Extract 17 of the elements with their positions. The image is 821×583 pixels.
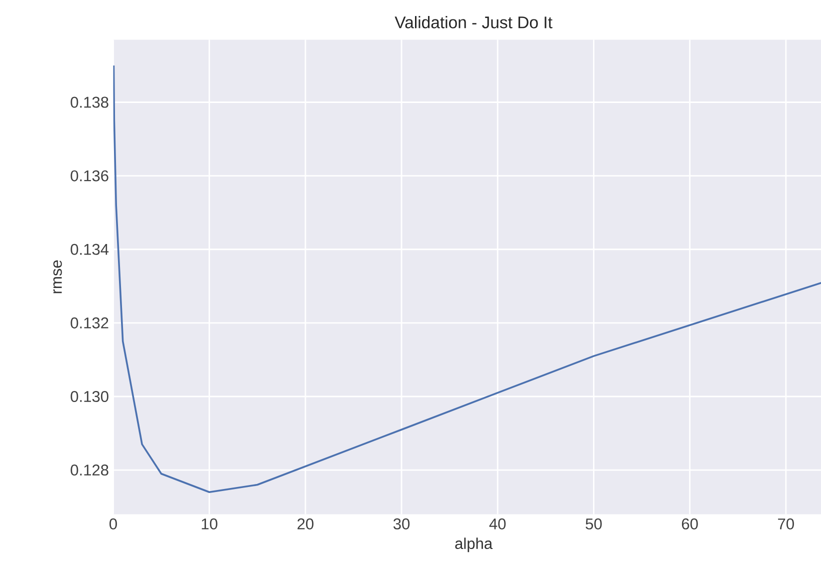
chart-title: Validation - Just Do It [394, 16, 552, 28]
x-tick-label: 70 [778, 518, 794, 530]
x-tick-label: 50 [586, 518, 602, 530]
x-tick-label: 20 [298, 518, 314, 530]
y-tick-label: 0.132 [70, 317, 108, 328]
y-tick-label: 0.128 [70, 464, 108, 476]
y-tick-label: 0.134 [70, 244, 109, 255]
x-tick-label: 40 [489, 518, 506, 530]
x-tick-label: 10 [202, 518, 218, 530]
y-axis-title: rmse [53, 260, 62, 294]
y-tick-label: 0.136 [70, 170, 108, 182]
y-tick-label: 0.130 [70, 390, 108, 402]
y-tick-label: 0.138 [70, 96, 108, 108]
x-tick-label: 0 [109, 518, 117, 530]
x-tick-label: 60 [682, 518, 698, 530]
x-axis-title: alpha [455, 537, 493, 552]
x-tick-label: 30 [393, 518, 410, 530]
